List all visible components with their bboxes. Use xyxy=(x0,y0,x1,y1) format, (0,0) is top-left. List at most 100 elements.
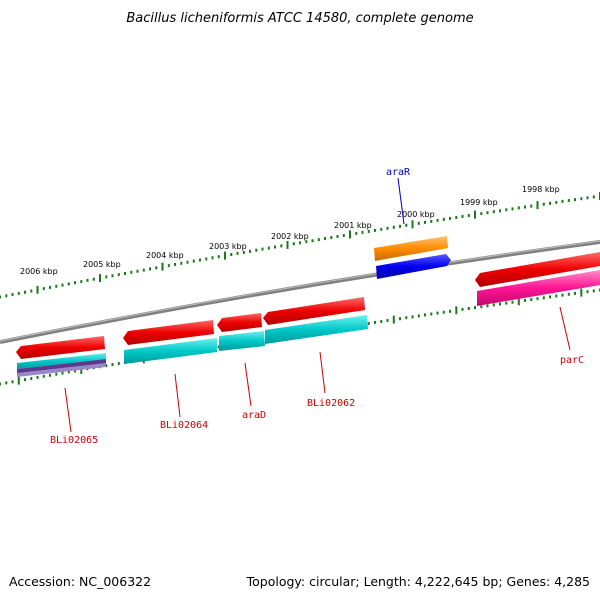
scale-tick xyxy=(374,228,376,232)
scale-tick xyxy=(61,371,64,375)
scale-tick xyxy=(486,211,489,215)
gene-parc-cds xyxy=(475,252,600,287)
gene-arar-orange xyxy=(374,236,448,261)
scale-tick xyxy=(0,295,1,299)
scale-tick xyxy=(542,296,545,300)
scale-tick xyxy=(455,216,458,219)
scale-tick xyxy=(474,306,476,310)
scale-tick xyxy=(167,264,170,268)
scale-tick xyxy=(586,290,589,294)
scale-tick xyxy=(561,199,564,203)
scale-tick xyxy=(424,220,426,224)
scale-tick xyxy=(499,209,501,213)
scale-tick xyxy=(424,313,426,317)
scale-tick xyxy=(524,298,526,302)
scale-tick xyxy=(455,306,458,315)
scale-tick xyxy=(517,206,520,210)
leader-arad xyxy=(244,362,252,407)
scale-tick xyxy=(436,218,439,222)
scale-tick xyxy=(255,248,258,252)
scale-tick xyxy=(386,226,389,230)
scale-tick xyxy=(17,376,20,385)
gene-label-bli02062: BLi02062 xyxy=(307,398,355,409)
scale-labels: 2006 kbp 2005 kbp 2004 kbp 2003 kbp 2002… xyxy=(20,185,560,276)
scale-label: 2002 kbp xyxy=(271,232,309,241)
scale-tick xyxy=(42,374,45,378)
scale-tick xyxy=(136,269,139,273)
scale-tick xyxy=(186,260,189,264)
scale-tick xyxy=(299,241,301,245)
scale-tick xyxy=(530,204,533,208)
scale-tick xyxy=(449,309,451,313)
scale-label: 1998 kbp xyxy=(522,185,560,194)
scale-tick xyxy=(511,207,514,211)
scale-tick xyxy=(0,382,1,386)
scale-tick xyxy=(74,369,76,373)
scale-tick xyxy=(417,314,420,318)
scale-tick xyxy=(336,235,339,238)
scale-tick xyxy=(555,200,558,204)
scale-tick xyxy=(511,300,514,304)
scale-tick xyxy=(549,295,551,299)
scale-tick xyxy=(399,224,401,228)
scale-tick xyxy=(592,289,595,293)
scale-tick xyxy=(530,298,533,302)
genome-backbone xyxy=(0,240,600,344)
scale-tick xyxy=(261,247,264,251)
scale-tick xyxy=(411,220,414,229)
scale-tick xyxy=(286,240,289,249)
scale-tick xyxy=(549,201,551,205)
scale-tick xyxy=(117,362,120,365)
scale-tick xyxy=(330,236,333,239)
scale-tick xyxy=(480,212,483,216)
gene-bli02062-cyan xyxy=(265,315,368,344)
scale-tick xyxy=(80,280,83,284)
gene-labels: araR BLi02065 BLi02064 araD BLi02062 par… xyxy=(50,167,584,446)
scale-tick xyxy=(317,238,320,242)
scale-tick xyxy=(161,262,164,271)
scale-tick xyxy=(361,230,364,234)
scale-tick xyxy=(580,288,583,297)
scale-tick xyxy=(99,274,101,283)
scale-tick xyxy=(242,250,245,254)
gene-label-parc: parC xyxy=(560,355,584,366)
scale-tick xyxy=(292,242,295,246)
scale-tick xyxy=(230,253,233,256)
scale-tick xyxy=(61,283,64,287)
scale-tick xyxy=(467,307,470,310)
scale-tick xyxy=(467,214,470,217)
scale-tick xyxy=(417,221,420,225)
scale-tick xyxy=(505,208,508,212)
scale-tick xyxy=(586,196,589,200)
scale-tick xyxy=(411,315,414,319)
scale-label: 2001 kbp xyxy=(334,221,372,230)
scale-tick xyxy=(24,378,26,382)
scale-tick xyxy=(536,297,539,301)
scale-tick xyxy=(105,275,108,279)
scale-tick xyxy=(117,273,120,277)
scale-tick xyxy=(392,225,395,229)
scale-tick xyxy=(67,370,70,374)
scale-tick xyxy=(5,381,8,385)
scale-tick xyxy=(74,281,76,285)
scale-tick xyxy=(217,345,220,349)
scale-tick xyxy=(399,317,401,321)
scale-tick xyxy=(517,297,520,306)
gene-bli02065-cyan xyxy=(17,353,106,369)
gene-arar-blue-arrow xyxy=(376,254,451,279)
scale-tick xyxy=(405,223,408,227)
scale-tick xyxy=(111,363,114,366)
scale-tick xyxy=(180,261,183,265)
scale-tick xyxy=(324,237,326,241)
gene-parc-magenta xyxy=(477,270,600,306)
scale-tick xyxy=(580,197,583,201)
scale-tick xyxy=(492,303,495,307)
scale-tick xyxy=(111,274,114,278)
scale-tick xyxy=(55,284,58,288)
scale-tick xyxy=(67,282,70,286)
scale-tick xyxy=(49,285,51,289)
gene-label-bli02064: BLi02064 xyxy=(160,420,208,431)
accession-text: Accession: NC_006322 xyxy=(9,574,152,589)
scale-tick xyxy=(280,244,283,248)
genome-backbone-highlight xyxy=(0,240,600,342)
